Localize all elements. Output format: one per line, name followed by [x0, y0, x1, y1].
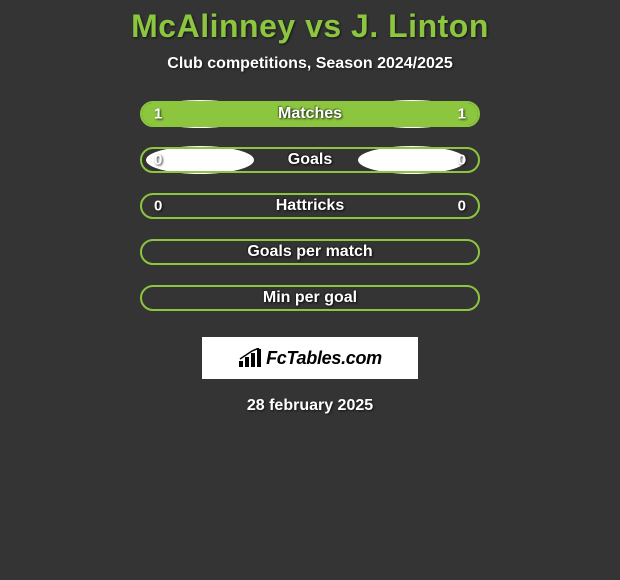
stat-value-right: 0 [458, 198, 466, 215]
stat-row: 0 Goals 0 [140, 147, 480, 173]
stat-row: Min per goal [140, 285, 480, 311]
stat-value-left: 0 [154, 198, 162, 215]
logo-box: FcTables.com [202, 337, 418, 379]
stat-label: Hattricks [276, 197, 344, 215]
stat-bar: Goals per match [140, 239, 480, 265]
stat-label: Goals [288, 151, 332, 169]
page-subtitle: Club competitions, Season 2024/2025 [167, 55, 452, 73]
date-label: 28 february 2025 [247, 397, 373, 415]
barchart-icon [238, 348, 262, 368]
stat-row: 0 Hattricks 0 [140, 193, 480, 219]
stat-bar: 0 Goals 0 [140, 147, 480, 173]
infographic-container: McAlinney vs J. Linton Club competitions… [0, 0, 620, 415]
stat-bar: 0 Hattricks 0 [140, 193, 480, 219]
stat-row: 1 Matches 1 [140, 101, 480, 127]
stat-value-right: 1 [458, 106, 466, 123]
page-title: McAlinney vs J. Linton [131, 8, 489, 45]
stat-value-left: 1 [154, 106, 162, 123]
stats-list: 1 Matches 1 0 Goals 0 0 Hattricks 0 Goals per mat… [140, 101, 480, 331]
logo-text: FcTables.com [266, 348, 382, 369]
stat-value-right: 0 [458, 152, 466, 169]
stat-bar: Min per goal [140, 285, 480, 311]
stat-bar: 1 Matches 1 [140, 101, 480, 127]
stat-label: Goals per match [247, 243, 372, 261]
stat-value-left: 0 [154, 152, 162, 169]
stat-label: Min per goal [263, 289, 357, 307]
stat-row: Goals per match [140, 239, 480, 265]
stat-label: Matches [278, 105, 342, 123]
